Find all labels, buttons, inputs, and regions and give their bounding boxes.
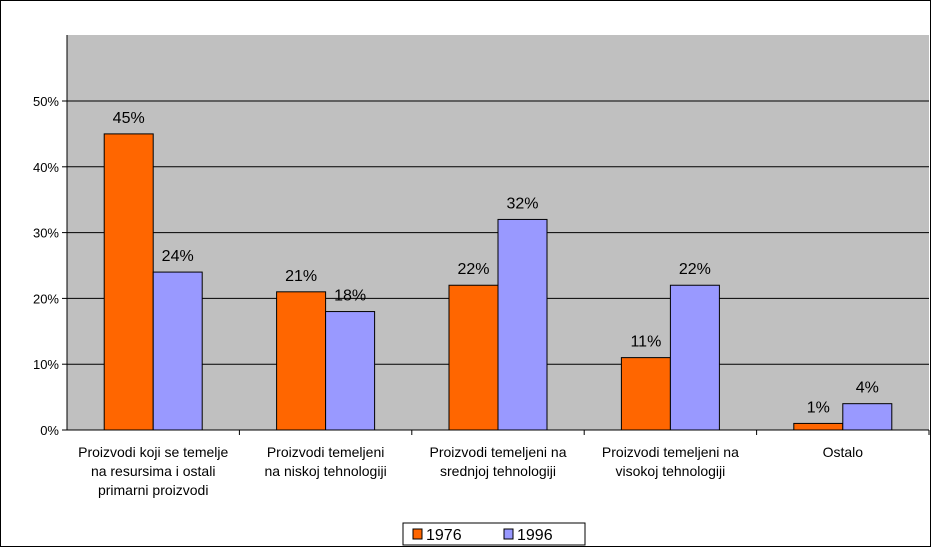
legend-swatch-1996 bbox=[503, 528, 514, 540]
category-label: Proizvodi temeljeni na bbox=[430, 444, 567, 460]
bar-1996 bbox=[842, 403, 893, 431]
data-label: 11% bbox=[630, 334, 661, 351]
data-label: 4% bbox=[856, 380, 879, 397]
bar-1976 bbox=[793, 422, 844, 431]
data-label: 24% bbox=[162, 248, 194, 265]
legend bbox=[402, 522, 586, 546]
bar-1976 bbox=[448, 284, 499, 431]
legend-label-1976: 1976 bbox=[426, 527, 462, 544]
category-label: Ostalo bbox=[823, 444, 864, 460]
category-label: na niskoj tehnologiji bbox=[264, 463, 386, 479]
bar-1976 bbox=[103, 133, 154, 431]
category-label: Proizvodi temeljeni na bbox=[602, 444, 739, 460]
category-label: visokoj tehnologiji bbox=[616, 463, 726, 479]
data-label: 32% bbox=[506, 195, 538, 212]
legend-swatch-1976 bbox=[412, 528, 423, 540]
data-label: 45% bbox=[113, 110, 145, 127]
category-label: na resursima i ostali bbox=[91, 463, 216, 479]
category-label: primarni proizvodi bbox=[98, 482, 208, 498]
category-label: srednjoj tehnologiji bbox=[440, 463, 556, 479]
y-tick-label: 30% bbox=[33, 226, 59, 241]
y-tick-label: 0% bbox=[40, 423, 59, 438]
category-label: Proizvodi temeljeni bbox=[267, 444, 385, 460]
y-tick-label: 50% bbox=[33, 94, 59, 109]
data-label: 1% bbox=[807, 399, 830, 416]
data-label: 22% bbox=[457, 261, 489, 278]
bar-1996 bbox=[497, 218, 548, 431]
legend-label-1996: 1996 bbox=[517, 527, 553, 544]
data-label: 21% bbox=[285, 268, 317, 285]
bar-1996 bbox=[669, 284, 720, 431]
category-label: Proizvodi koji se temelje bbox=[78, 444, 228, 460]
data-label: 22% bbox=[679, 261, 711, 278]
bar-1976 bbox=[620, 357, 671, 431]
y-tick-label: 10% bbox=[33, 357, 59, 372]
bar-1976 bbox=[276, 291, 327, 431]
bar-1996 bbox=[152, 271, 203, 431]
y-tick-label: 20% bbox=[33, 291, 59, 306]
bar-1996 bbox=[325, 311, 376, 431]
y-tick-label: 40% bbox=[33, 160, 59, 175]
data-label: 18% bbox=[334, 288, 366, 305]
